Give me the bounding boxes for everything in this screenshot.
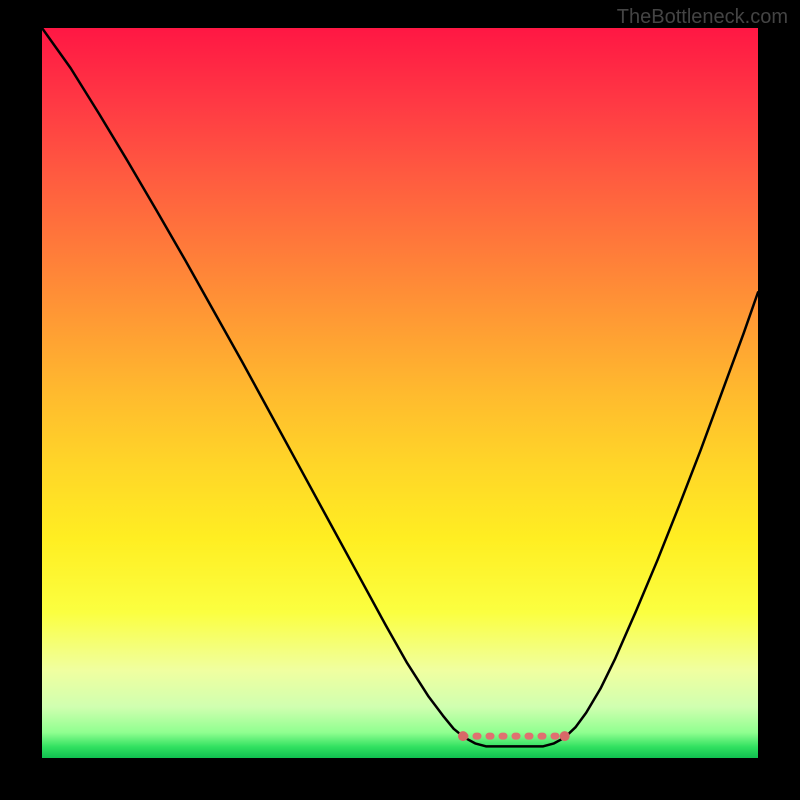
chart-curve-layer bbox=[42, 28, 758, 758]
watermark-text: TheBottleneck.com bbox=[617, 6, 788, 29]
marker-dot bbox=[458, 731, 468, 741]
bottleneck-curve bbox=[42, 28, 758, 746]
chart-area bbox=[42, 28, 758, 758]
marker-dot bbox=[560, 731, 570, 741]
